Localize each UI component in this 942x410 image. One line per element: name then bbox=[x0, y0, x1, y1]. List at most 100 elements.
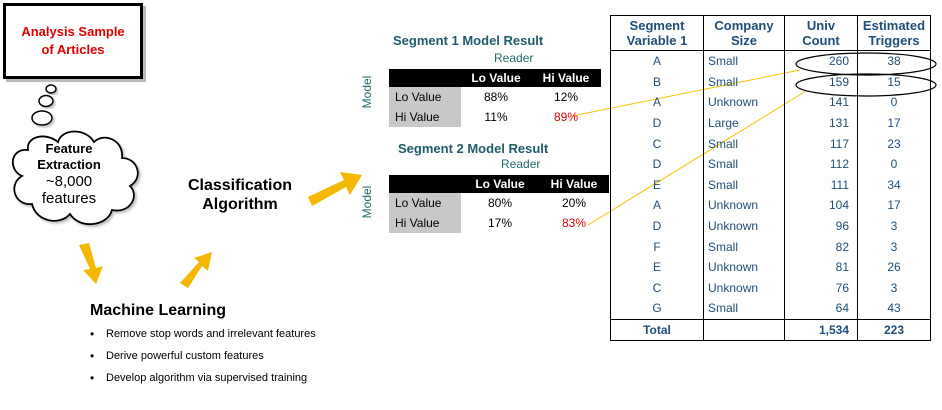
cell-seg: G bbox=[610, 298, 704, 320]
cell-seg: A bbox=[610, 195, 704, 216]
cell-size: Unknown bbox=[703, 92, 785, 113]
header-company-size: Company Size bbox=[703, 15, 785, 51]
cell-univ: 159 bbox=[784, 71, 858, 93]
ml-bullet: Remove stop words and irrelevant feature… bbox=[90, 326, 316, 348]
table-row: A Unknown 104 17 bbox=[610, 195, 931, 216]
cell-seg: A bbox=[610, 92, 704, 113]
cell-univ: 260 bbox=[784, 50, 858, 72]
ml-bullet: Develop algorithm via supervised trainin… bbox=[90, 370, 316, 392]
cell-seg: D bbox=[610, 112, 704, 134]
cell-univ: 112 bbox=[784, 153, 858, 175]
thought-bubble-large bbox=[31, 110, 53, 126]
header-line: Variable 1 bbox=[626, 33, 688, 48]
segment2-table: Lo Value Hi Value Lo Value 80% 20% Hi Va… bbox=[389, 175, 609, 233]
cloud-line3: ~8,000 bbox=[45, 173, 93, 190]
cloud-line1: Feature bbox=[45, 141, 93, 156]
cell-univ: 111 bbox=[784, 174, 858, 196]
header-segment-variable: Segment Variable 1 bbox=[610, 15, 704, 51]
cell-size: Small bbox=[703, 50, 785, 72]
cell-size: Small bbox=[703, 153, 785, 175]
cell-trig: 34 bbox=[857, 174, 931, 196]
header-line: Company bbox=[714, 18, 774, 33]
cell-trig: 3 bbox=[857, 236, 931, 257]
segment2-cell: 17% bbox=[487, 216, 513, 230]
table-row: A Small 260 38 bbox=[610, 50, 931, 72]
analysis-sample-box: Analysis Sample of Articles bbox=[3, 3, 143, 79]
table-row: D Small 112 0 bbox=[610, 153, 931, 175]
arrow-down-icon bbox=[79, 243, 103, 284]
cell-size: Small bbox=[703, 174, 785, 196]
segment2-cell: 20% bbox=[561, 196, 587, 210]
cell-size: Small bbox=[703, 133, 785, 154]
thought-bubble-medium bbox=[38, 94, 54, 108]
total-triggers: 223 bbox=[857, 318, 931, 341]
header-line: Univ bbox=[806, 18, 836, 33]
table-row: F Small 82 3 bbox=[610, 236, 931, 257]
cell-size: Small bbox=[703, 298, 785, 320]
cell-trig: 43 bbox=[857, 298, 931, 320]
cell-univ: 104 bbox=[784, 195, 858, 216]
cell-univ: 141 bbox=[784, 92, 858, 113]
cell-seg: E bbox=[610, 256, 704, 278]
segment1-corner bbox=[389, 69, 461, 87]
segment2-reader-label: Reader bbox=[501, 157, 541, 171]
header-line: Triggers bbox=[868, 33, 920, 48]
segment1-table: Lo Value Hi Value Lo Value 88% 12% Hi Va… bbox=[389, 69, 601, 127]
cell-trig: 38 bbox=[857, 50, 931, 72]
table-row: E Unknown 81 26 bbox=[610, 256, 931, 278]
sample-box-line2: of Articles bbox=[41, 42, 105, 57]
segment1-cell-highlight: 89% bbox=[553, 110, 579, 124]
classification-algorithm-label: Classification Algorithm bbox=[170, 176, 310, 214]
segment1-reader-label: Reader bbox=[494, 51, 534, 65]
cell-univ: 76 bbox=[784, 277, 858, 299]
cell-trig: 26 bbox=[857, 256, 931, 278]
cell-trig: 17 bbox=[857, 195, 931, 216]
cell-seg: D bbox=[610, 215, 704, 237]
cell-size: Small bbox=[703, 236, 785, 257]
total-univ: 1,534 bbox=[784, 318, 858, 341]
segment2-model-label: Model bbox=[360, 185, 374, 219]
segment1-row-label: Hi Value bbox=[389, 107, 461, 127]
segment1-row-label: Lo Value bbox=[389, 87, 461, 107]
feature-extraction-text: Feature Extraction ~8,000 features bbox=[10, 141, 128, 207]
segment2-row-label: Hi Value bbox=[389, 213, 461, 233]
segment-triggers-table: Segment Variable 1 Company Size Univ Cou… bbox=[610, 15, 931, 341]
cell-size: Large bbox=[703, 112, 785, 134]
total-label: Total bbox=[610, 318, 704, 341]
cell-trig: 17 bbox=[857, 112, 931, 134]
cell-seg: C bbox=[610, 277, 704, 299]
cell-trig: 0 bbox=[857, 153, 931, 175]
cell-size: Unknown bbox=[703, 277, 785, 299]
cell-univ: 131 bbox=[784, 112, 858, 134]
segment2-cell-highlight: 83% bbox=[561, 216, 587, 230]
total-blank bbox=[703, 318, 785, 341]
table-row: E Small 111 34 bbox=[610, 174, 931, 196]
thought-bubble-small bbox=[45, 84, 57, 94]
cell-seg: A bbox=[610, 50, 704, 72]
cell-trig: 0 bbox=[857, 92, 931, 113]
cell-seg: E bbox=[610, 174, 704, 196]
cell-trig: 23 bbox=[857, 133, 931, 154]
machine-learning-list: Remove stop words and irrelevant feature… bbox=[90, 326, 316, 392]
header-line: Estimated bbox=[862, 18, 926, 33]
cell-univ: 96 bbox=[784, 215, 858, 237]
segment2-col-hi: Hi Value bbox=[539, 175, 609, 193]
cell-size: Small bbox=[703, 71, 785, 93]
segment2-row-label: Lo Value bbox=[389, 193, 461, 213]
header-line: Size bbox=[730, 33, 757, 48]
cell-size: Unknown bbox=[703, 215, 785, 237]
sample-box-line1: Analysis Sample bbox=[21, 24, 125, 39]
cell-size: Unknown bbox=[703, 256, 785, 278]
table-row: C Small 117 23 bbox=[610, 133, 931, 154]
table-row: A Unknown 141 0 bbox=[610, 92, 931, 113]
segment1-cell: 11% bbox=[484, 110, 508, 124]
segment1-cell: 88% bbox=[483, 90, 509, 104]
table-row: G Small 64 43 bbox=[610, 298, 931, 320]
header-line: Segment bbox=[629, 18, 685, 33]
segment1-col-lo: Lo Value bbox=[461, 69, 531, 87]
cell-size: Unknown bbox=[703, 195, 785, 216]
cloud-line4: features bbox=[41, 190, 97, 207]
classification-line2: Algorithm bbox=[202, 196, 278, 213]
table-body: A Small 260 38 B Small 159 15 A Unknown 141 0 D Large… bbox=[610, 50, 931, 320]
